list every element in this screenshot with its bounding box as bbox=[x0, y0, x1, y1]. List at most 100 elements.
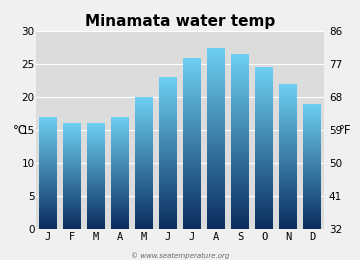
Bar bbox=[207, 136, 225, 137]
Bar bbox=[111, 136, 129, 137]
Bar bbox=[135, 155, 153, 156]
Bar bbox=[255, 132, 273, 133]
Bar bbox=[87, 124, 105, 125]
Bar bbox=[303, 175, 321, 176]
Bar bbox=[159, 181, 177, 182]
Bar bbox=[303, 208, 321, 209]
Bar bbox=[135, 140, 153, 141]
Bar bbox=[135, 146, 153, 147]
Bar bbox=[111, 119, 129, 120]
Bar bbox=[231, 156, 249, 157]
Bar bbox=[183, 143, 201, 144]
Bar bbox=[39, 163, 57, 164]
Bar bbox=[207, 124, 225, 125]
Bar bbox=[183, 152, 201, 153]
Bar bbox=[231, 87, 249, 88]
Bar bbox=[231, 204, 249, 205]
Bar bbox=[255, 198, 273, 199]
Bar bbox=[255, 121, 273, 122]
Bar bbox=[279, 114, 297, 115]
Bar bbox=[207, 227, 225, 228]
Bar bbox=[255, 81, 273, 82]
Bar bbox=[183, 67, 201, 68]
Bar bbox=[279, 121, 297, 122]
Bar bbox=[303, 167, 321, 168]
Bar bbox=[87, 150, 105, 151]
Bar bbox=[207, 52, 225, 53]
Bar bbox=[303, 134, 321, 135]
Bar bbox=[63, 193, 81, 194]
Bar bbox=[39, 120, 57, 121]
Bar bbox=[39, 159, 57, 160]
Bar bbox=[255, 154, 273, 155]
Bar bbox=[207, 98, 225, 99]
Bar bbox=[207, 60, 225, 61]
Bar bbox=[255, 122, 273, 123]
Bar bbox=[207, 149, 225, 150]
Bar bbox=[303, 202, 321, 203]
Bar bbox=[159, 147, 177, 148]
Bar bbox=[207, 177, 225, 178]
Bar bbox=[39, 202, 57, 203]
Bar bbox=[183, 133, 201, 134]
Bar bbox=[255, 201, 273, 202]
Bar bbox=[279, 165, 297, 166]
Bar bbox=[279, 191, 297, 192]
Bar bbox=[39, 169, 57, 170]
Bar bbox=[63, 147, 81, 148]
Bar bbox=[207, 222, 225, 223]
Bar bbox=[255, 104, 273, 105]
Bar bbox=[159, 118, 177, 119]
Bar bbox=[231, 220, 249, 221]
Bar bbox=[255, 140, 273, 141]
Bar bbox=[279, 129, 297, 130]
Bar bbox=[111, 180, 129, 181]
Bar bbox=[63, 159, 81, 160]
Bar bbox=[183, 215, 201, 216]
Bar bbox=[159, 177, 177, 178]
Bar bbox=[111, 130, 129, 131]
Bar bbox=[159, 91, 177, 92]
Bar bbox=[231, 132, 249, 133]
Bar bbox=[159, 228, 177, 229]
Bar bbox=[207, 56, 225, 57]
Bar bbox=[39, 190, 57, 191]
Y-axis label: °C: °C bbox=[13, 124, 27, 136]
Bar bbox=[39, 170, 57, 171]
Bar bbox=[279, 162, 297, 163]
Bar bbox=[63, 137, 81, 138]
Bar bbox=[183, 73, 201, 74]
Bar bbox=[255, 150, 273, 151]
Bar bbox=[279, 128, 297, 129]
Bar bbox=[111, 138, 129, 139]
Bar bbox=[255, 153, 273, 154]
Bar bbox=[231, 125, 249, 126]
Bar bbox=[303, 155, 321, 156]
Bar bbox=[183, 177, 201, 178]
Bar bbox=[183, 117, 201, 118]
Bar bbox=[87, 228, 105, 229]
Bar bbox=[39, 213, 57, 214]
Bar bbox=[207, 102, 225, 103]
Bar bbox=[39, 126, 57, 127]
Bar bbox=[111, 154, 129, 155]
Bar bbox=[207, 86, 225, 87]
Bar bbox=[255, 108, 273, 109]
Bar bbox=[87, 203, 105, 204]
Bar bbox=[135, 143, 153, 144]
Bar bbox=[207, 220, 225, 221]
Bar bbox=[135, 102, 153, 103]
Bar bbox=[87, 198, 105, 199]
Bar bbox=[279, 135, 297, 136]
Bar bbox=[207, 88, 225, 89]
Bar bbox=[159, 143, 177, 144]
Bar bbox=[183, 205, 201, 206]
Bar bbox=[135, 108, 153, 109]
Bar bbox=[303, 120, 321, 121]
Bar bbox=[303, 164, 321, 165]
Bar bbox=[183, 139, 201, 140]
Bar bbox=[255, 206, 273, 207]
Bar bbox=[303, 138, 321, 139]
Bar bbox=[303, 113, 321, 114]
Bar bbox=[255, 178, 273, 179]
